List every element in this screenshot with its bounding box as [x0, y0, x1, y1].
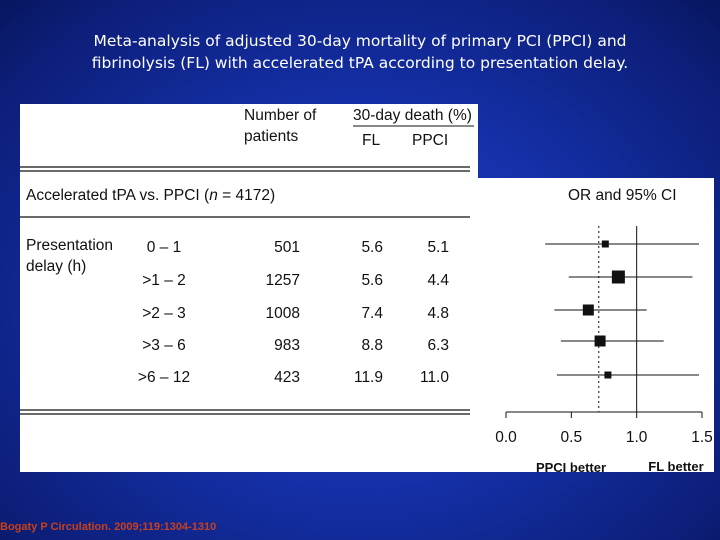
table-row-2: >2 – 3 1008 7.4 4.8 [142, 305, 449, 322]
comparison-label: Accelerated tPA vs. PPCI (n = 4172) [26, 187, 275, 204]
axis-right-label: FL better [648, 459, 703, 474]
table-row-3: >3 – 6 983 8.8 6.3 [142, 337, 449, 354]
slide-title-line-1: Meta-analysis of adjusted 30-day mortali… [93, 32, 627, 50]
x-tick-label: 1.0 [626, 429, 648, 446]
patients-cell: 983 [274, 337, 300, 354]
patients-cell: 1257 [266, 272, 300, 289]
or-point [611, 270, 625, 284]
fl-cell: 8.8 [361, 337, 383, 354]
fl-cell: 5.6 [361, 272, 383, 289]
forest-plot: 0.0 0.5 1.0 1.5 [495, 226, 713, 446]
delay-cell: >6 – 12 [138, 369, 190, 386]
group-label-line-2: delay (h) [26, 258, 86, 275]
ppci-cell: 5.1 [427, 239, 449, 256]
ppci-cell: 11.0 [420, 369, 449, 386]
axis-left-label: PPCI better [536, 460, 606, 475]
or-point [594, 335, 606, 347]
group-label-line-1: Presentation [26, 237, 113, 254]
fl-cell: 7.4 [361, 305, 383, 322]
forest-header: OR and 95% CI [568, 187, 677, 204]
patients-cell: 501 [274, 239, 300, 256]
or-point [604, 371, 612, 379]
col-fl-header: FL [362, 132, 380, 149]
delay-cell: >3 – 6 [142, 337, 186, 354]
or-point [601, 240, 609, 248]
fl-cell: 11.9 [354, 369, 383, 386]
slide-title-line-2: fibrinolysis (FL) with accelerated tPA a… [91, 54, 629, 72]
ppci-cell: 6.3 [427, 337, 449, 354]
delay-cell: 0 – 1 [147, 239, 181, 256]
table-row-1: >1 – 2 1257 5.6 4.4 [142, 272, 449, 289]
ppci-cell: 4.8 [427, 305, 449, 322]
table-row-4: >6 – 12 423 11.9 11.0 [138, 369, 449, 386]
col-death-header: 30-day death (%) [353, 107, 472, 124]
patients-cell: 1008 [266, 305, 300, 322]
table-panel [20, 104, 478, 472]
x-tick-label: 0.0 [495, 429, 517, 446]
or-point [582, 304, 594, 316]
slide-title: Meta-analysis of adjusted 30-day mortali… [0, 30, 720, 74]
x-tick-label: 0.5 [561, 429, 583, 446]
delay-cell: >2 – 3 [142, 305, 186, 322]
patients-cell: 423 [274, 369, 300, 386]
citation: Bogaty P Circulation. 2009;119:1304-1310 [0, 521, 217, 533]
table-row-0: 0 – 1 501 5.6 5.1 [147, 239, 449, 256]
x-tick-label: 1.5 [691, 429, 713, 446]
col-number-header-line-2: patients [244, 128, 299, 145]
fl-cell: 5.6 [361, 239, 383, 256]
ppci-cell: 4.4 [427, 272, 449, 289]
col-ppci-header: PPCI [412, 132, 448, 149]
forest-plot-panel [478, 178, 714, 472]
delay-cell: >1 – 2 [142, 272, 186, 289]
col-number-header-line-1: Number of [244, 107, 317, 124]
